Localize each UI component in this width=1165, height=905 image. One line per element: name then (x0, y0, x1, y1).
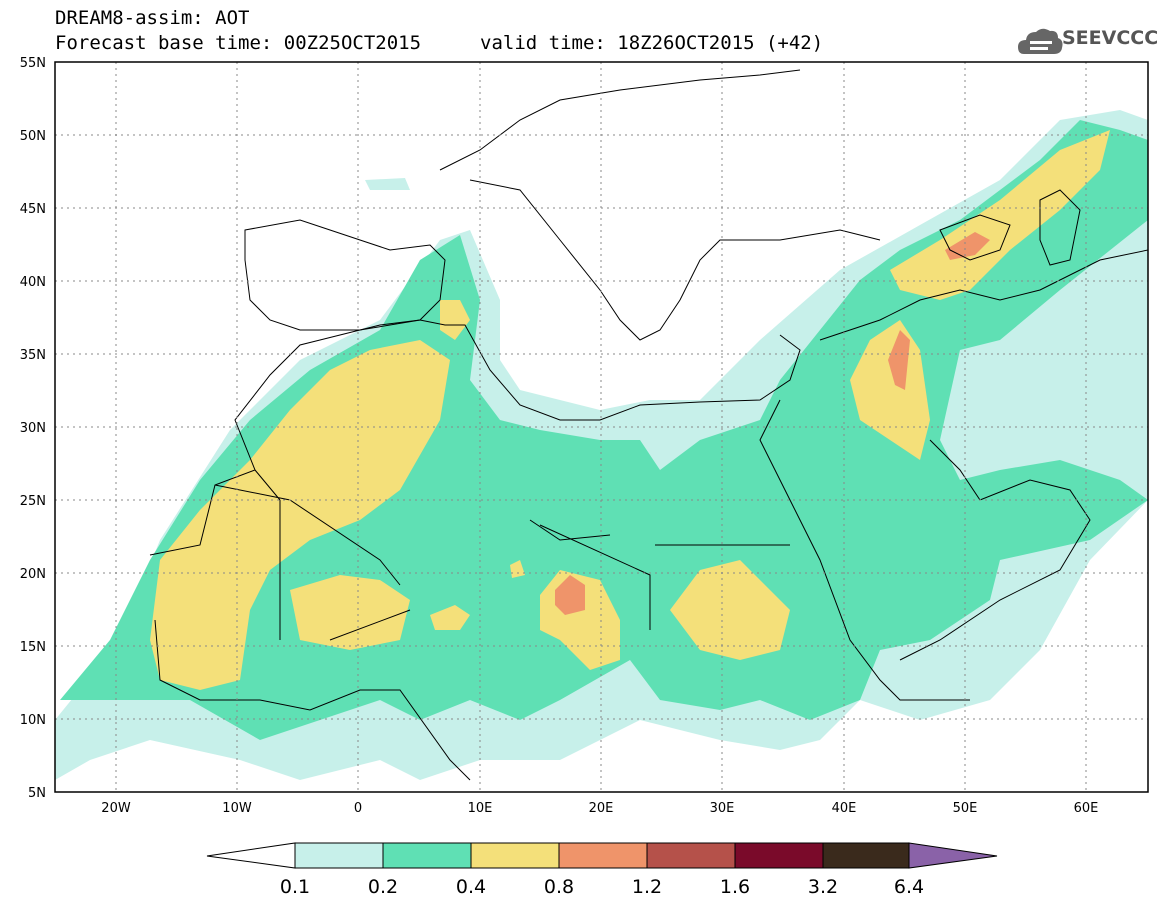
lon-tick-label: 30E (710, 801, 735, 816)
colorbar-bin (734, 842, 824, 869)
lon-tick-label: 50E (953, 801, 978, 816)
lon-tick-label: 20E (589, 801, 614, 816)
colorbar-label: 1.6 (720, 876, 750, 898)
lat-tick-label: 45N (20, 202, 46, 217)
lon-axis: 20W 10W 0 10E 20E 30E 40E 50E 60E (101, 801, 1098, 816)
lat-tick-label: 5N (28, 786, 46, 801)
graticule (55, 62, 1148, 792)
lat-tick-label: 10N (20, 713, 46, 728)
colorbar-label: 1.2 (632, 876, 662, 898)
logo-text: SEEVCCC (1062, 27, 1159, 49)
colorbar-label: 0.2 (368, 876, 398, 898)
colorbar-label: 0.4 (456, 876, 486, 898)
colorbar-low-arrow (206, 842, 296, 869)
colorbar-bin (822, 842, 910, 869)
forecast-base-time: Forecast base time: 00Z25OCT2015 (55, 32, 422, 54)
lon-tick-label: 40E (832, 801, 857, 816)
coastlines (149, 69, 1148, 781)
colorbar (206, 842, 998, 869)
lon-tick-label: 20W (101, 801, 131, 816)
valid-time: valid time: 18Z26OCT2015 (+42) (480, 32, 824, 54)
aot-field (55, 110, 1148, 780)
colorbar-bin (294, 842, 384, 869)
colorbar-high-arrow (908, 842, 998, 869)
lat-tick-label: 25N (20, 494, 46, 509)
plot-frame (54, 61, 1149, 793)
colorbar-bin (558, 842, 648, 869)
lat-tick-label: 40N (20, 275, 46, 290)
chart-title: DREAM8-assim: AOT (55, 7, 250, 29)
colorbar-label: 6.4 (894, 876, 924, 898)
lon-tick-label: 10W (222, 801, 252, 816)
lat-tick-label: 50N (20, 129, 46, 144)
colorbar-label: 0.8 (544, 876, 574, 898)
aot-band-0.8 (555, 232, 990, 615)
lat-tick-label: 20N (20, 567, 46, 582)
colorbar-bin (470, 842, 560, 869)
colorbar-label: 0.1 (280, 876, 310, 898)
lat-axis: 5N 10N 15N 20N 25N 30N 35N 40N 45N 50N 5… (20, 56, 46, 801)
colorbar-bin (646, 842, 736, 869)
lat-tick-label: 30N (20, 421, 46, 436)
lat-tick-label: 15N (20, 640, 46, 655)
lon-tick-label: 0 (354, 801, 362, 816)
colorbar-labels: 0.1 0.2 0.4 0.8 1.2 1.6 3.2 6.4 (280, 876, 924, 898)
cloud-icon (1018, 28, 1063, 54)
colorbar-label: 3.2 (808, 876, 838, 898)
lon-tick-label: 10E (468, 801, 493, 816)
lat-tick-label: 55N (20, 56, 46, 71)
lon-tick-label: 60E (1074, 801, 1099, 816)
lat-tick-label: 35N (20, 348, 46, 363)
colorbar-bin (382, 842, 472, 869)
